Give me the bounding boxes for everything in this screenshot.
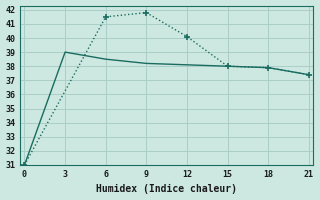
X-axis label: Humidex (Indice chaleur): Humidex (Indice chaleur) bbox=[96, 184, 237, 194]
